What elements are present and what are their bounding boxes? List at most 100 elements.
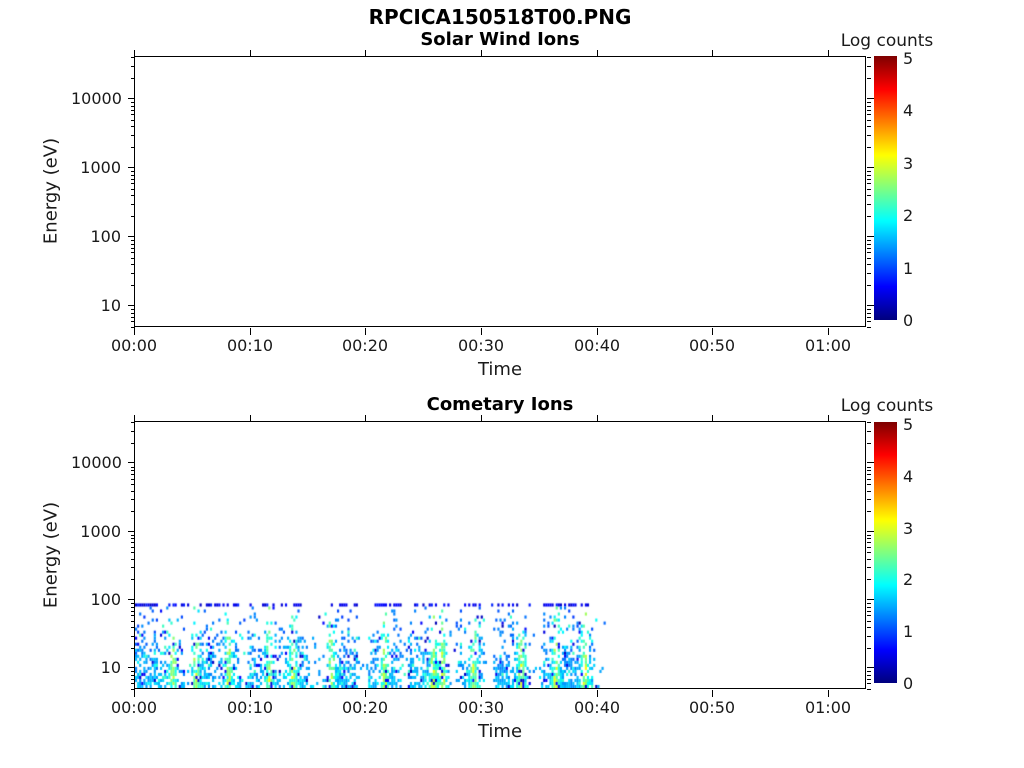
- y-tick-left: [128, 98, 135, 99]
- panel-title-cometary-ions: Cometary Ions: [426, 394, 574, 415]
- y-minor-tick-right: [867, 547, 871, 548]
- x-tick-label: 00:00: [110, 336, 158, 355]
- y-minor-tick-left: [131, 244, 135, 245]
- y-minor-tick-left: [131, 443, 135, 444]
- x-tick-label: 00:10: [226, 336, 274, 355]
- y-minor-tick-left: [131, 248, 135, 249]
- y-minor-tick-left: [131, 171, 135, 172]
- cometary-ions-panel: Cometary Ions 00:00 00:10 00:20 00:30 00:40 0…: [71, 394, 874, 717]
- y-minor-tick-left: [131, 431, 135, 432]
- y-minor-tick-left: [131, 216, 135, 217]
- x-tick-top: [597, 50, 598, 57]
- y-axis-label-bottom: Energy (eV): [40, 501, 62, 609]
- y-tick-left: [128, 667, 135, 668]
- y-tick-right: [867, 531, 874, 532]
- x-tick-top: [365, 50, 366, 57]
- colorbar-gradient-top: [874, 56, 897, 320]
- y-minor-tick-right: [867, 309, 871, 310]
- cometary-spectrogram-canvas: [135, 422, 865, 688]
- y-minor-tick-right: [867, 603, 871, 604]
- y-minor-tick-left: [131, 636, 135, 637]
- y-minor-tick-right: [867, 114, 871, 115]
- x-tick-bottom: [250, 328, 251, 335]
- y-minor-tick-left: [131, 327, 135, 328]
- y-minor-tick-left: [131, 240, 135, 241]
- y-minor-tick-left: [131, 579, 135, 580]
- y-minor-tick-right: [867, 273, 871, 274]
- y-minor-tick-left: [131, 78, 135, 79]
- y-minor-tick-left: [131, 474, 135, 475]
- y-minor-tick-right: [867, 479, 871, 480]
- y-minor-tick-left: [131, 611, 135, 612]
- x-tick-top: [712, 50, 713, 57]
- y-minor-tick-left: [131, 621, 135, 622]
- x-tick-label: 00:30: [457, 698, 505, 717]
- y-tick-right: [867, 305, 874, 306]
- y-minor-tick-left: [131, 671, 135, 672]
- y-minor-tick-left: [131, 422, 135, 423]
- colorbar-title-bottom: Log counts: [840, 396, 934, 416]
- y-minor-tick-right: [867, 484, 871, 485]
- y-minor-tick-left: [131, 258, 135, 259]
- y-minor-tick-right: [867, 431, 871, 432]
- y-minor-tick-right: [867, 607, 871, 608]
- colorbar-tick-label: 5: [903, 415, 914, 434]
- y-minor-tick-left: [131, 189, 135, 190]
- y-minor-tick-right: [867, 195, 871, 196]
- x-tick-bottom: [481, 690, 482, 697]
- colorbar-tick-label: 1: [903, 258, 914, 278]
- y-minor-tick-right: [867, 679, 871, 680]
- y-minor-tick-right: [867, 491, 871, 492]
- y-minor-tick-right: [867, 627, 871, 628]
- y-tick-left: [128, 236, 135, 237]
- x-tick-label: 01:00: [804, 698, 852, 717]
- y-tick-label: 10: [100, 658, 121, 677]
- y-minor-tick-left: [131, 648, 135, 649]
- y-tick-right: [867, 98, 874, 99]
- y-minor-tick-right: [867, 648, 871, 649]
- x-tick-top: [597, 415, 598, 422]
- x-tick-top: [828, 415, 829, 422]
- y-minor-tick-left: [131, 114, 135, 115]
- y-tick-left: [128, 305, 135, 306]
- y-minor-tick-left: [131, 106, 135, 107]
- x-tick-top: [250, 415, 251, 422]
- y-minor-tick-left: [131, 285, 135, 286]
- y-minor-tick-right: [867, 244, 871, 245]
- y-tick-left: [128, 599, 135, 600]
- x-tick-bottom: [828, 690, 829, 697]
- y-minor-tick-left: [131, 183, 135, 184]
- y-minor-tick-left: [131, 195, 135, 196]
- y-minor-tick-left: [131, 204, 135, 205]
- y-minor-tick-right: [867, 621, 871, 622]
- y-minor-tick-left: [131, 467, 135, 468]
- y-minor-tick-left: [131, 491, 135, 492]
- y-minor-tick-right: [867, 240, 871, 241]
- y-minor-tick-right: [867, 285, 871, 286]
- y-tick-label: 10000: [71, 89, 122, 108]
- y-minor-tick-right: [867, 248, 871, 249]
- y-minor-tick-right: [867, 110, 871, 111]
- y-minor-tick-right: [867, 567, 871, 568]
- y-tick-label: 10: [100, 296, 121, 315]
- x-axis-label-top: Time: [477, 359, 523, 380]
- y-tick-right: [867, 167, 874, 168]
- y-minor-tick-right: [867, 467, 871, 468]
- y-minor-tick-right: [867, 675, 871, 676]
- colorbar-title-top: Log counts: [840, 31, 934, 51]
- y-minor-tick-right: [867, 474, 871, 475]
- y-tick-label: 100: [90, 590, 121, 609]
- y-minor-tick-left: [131, 567, 135, 568]
- y-minor-tick-left: [131, 499, 135, 500]
- y-minor-tick-right: [867, 135, 871, 136]
- x-axis-label-bottom: Time: [477, 721, 523, 742]
- y-minor-tick-left: [131, 470, 135, 471]
- x-tick-top: [134, 50, 135, 57]
- y-minor-tick-right: [867, 552, 871, 553]
- x-tick-top: [134, 415, 135, 422]
- x-tick-label: 00:10: [226, 698, 274, 717]
- x-tick-bottom: [134, 690, 135, 697]
- y-minor-tick-right: [867, 57, 871, 58]
- x-tick-top: [712, 415, 713, 422]
